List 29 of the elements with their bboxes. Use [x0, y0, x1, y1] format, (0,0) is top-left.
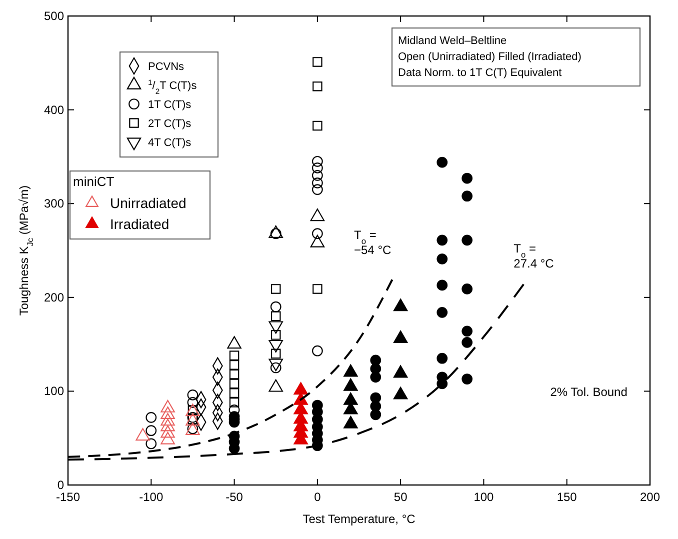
y-tick-label: 200 [44, 290, 64, 304]
annotation: T$_{o}$ = −54 °C [354, 228, 392, 258]
annotation: Midland Weld–Beltline [398, 35, 507, 47]
legend-label: Irradiated [110, 216, 170, 232]
legend-label: $^{1}$/$_{2}$T C(T)s [148, 78, 198, 96]
x-tick-label: -50 [226, 490, 244, 504]
legend-label: Unirradiated [110, 195, 186, 211]
legend-label: 4T C(T)s [148, 137, 192, 149]
legend-label: 1T C(T)s [148, 99, 192, 111]
x-tick-label: 150 [556, 490, 578, 504]
x-tick-label: 0 [314, 490, 322, 504]
annotation: T$_{o}$ = 27.4 °C [514, 241, 554, 270]
x-tick-label: -150 [56, 490, 80, 504]
y-tick-label: 400 [44, 102, 64, 117]
x-tick-label: 50 [394, 490, 408, 504]
y-tick-label: 100 [44, 384, 64, 398]
legend-label: 2T C(T)s [148, 118, 192, 130]
annotation: Data Norm. to 1T C(T) Equivalent [398, 67, 562, 79]
x-axis-title: Test Temperature, °C [302, 512, 416, 526]
y-tick-label: 0 [57, 478, 64, 492]
legend-title: miniCT [73, 174, 114, 189]
x-tick-label: 100 [474, 490, 494, 504]
x-tick-label: 200 [640, 490, 660, 504]
x-tick-label: -100 [139, 490, 164, 504]
y-tick-label: 300 [44, 196, 64, 211]
y-tick-label: 500 [44, 9, 64, 23]
annotation: 2% Tol. Bound [550, 384, 628, 399]
annotation: Open (Unirradiated) Filled (Irradiated) [398, 51, 582, 63]
legend-label: PCVNs [148, 61, 185, 73]
